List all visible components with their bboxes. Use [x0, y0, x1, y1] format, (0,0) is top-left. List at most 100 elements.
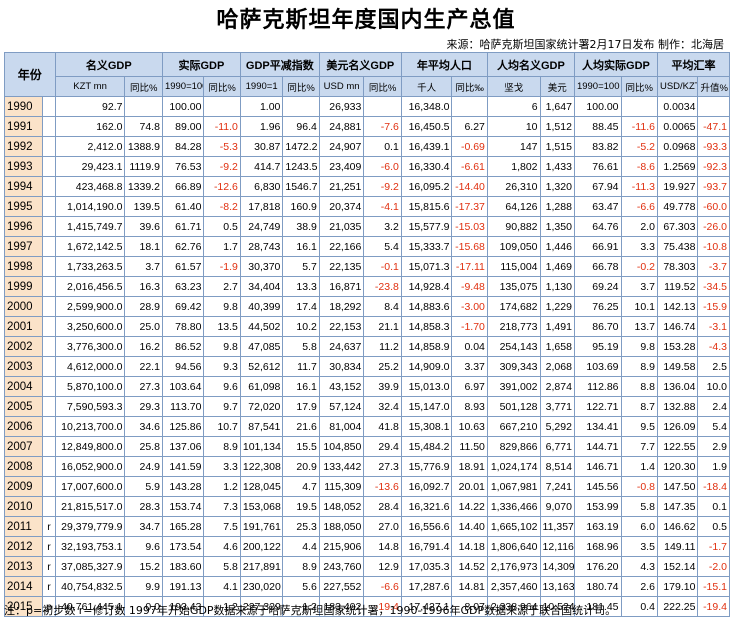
value-cell: 1,288 — [539, 196, 575, 217]
value-cell: 14.40 — [451, 516, 488, 537]
value-cell: 23,409 — [318, 156, 365, 177]
value-cell: 62.76 — [161, 236, 205, 257]
value-cell: 5,292 — [539, 416, 575, 437]
value-cell: 25.0 — [124, 316, 163, 337]
value-cell: 30.87 — [239, 136, 284, 157]
value-cell: -6.61 — [451, 156, 488, 177]
value-cell: 1,806,640 — [486, 536, 541, 557]
value-cell: 88.45 — [573, 116, 622, 137]
value-cell: 21,815,517.0 — [54, 496, 126, 517]
value-cell: 1,024,174 — [486, 456, 541, 477]
value-cell: 173.54 — [161, 536, 205, 557]
value-cell: -4.1 — [363, 196, 402, 217]
group-header: GDP平减指数 — [239, 52, 320, 77]
value-cell: 7.3 — [203, 496, 241, 517]
value-cell: 16,052,900.0 — [54, 456, 126, 477]
value-cell: -92.3 — [697, 156, 730, 177]
value-cell: 76.25 — [573, 296, 622, 317]
value-cell: 8.4 — [363, 296, 402, 317]
value-cell: 139.5 — [124, 196, 163, 217]
value-cell: 5.6 — [282, 576, 320, 597]
value-cell: 2,412.0 — [54, 136, 126, 157]
value-cell: 200,122 — [239, 536, 284, 557]
value-cell: -23.8 — [363, 276, 402, 297]
value-cell: 1472.2 — [282, 136, 320, 157]
value-cell: -8.2 — [203, 196, 241, 217]
value-cell: 27.3 — [124, 376, 163, 397]
value-cell: 0.5 — [697, 516, 730, 537]
value-cell: 15.5 — [282, 436, 320, 457]
value-cell: 76.53 — [161, 156, 205, 177]
table-row: 1993 29,423.1 1119.9 76.53 -9.2 414.7 1243.5 23… — [3, 156, 730, 177]
value-cell: 144.71 — [573, 436, 622, 457]
value-cell: 2,016,456.5 — [54, 276, 126, 297]
value-cell: 20.9 — [282, 456, 320, 477]
value-cell: 125.86 — [161, 416, 205, 437]
value-cell: 28,743 — [239, 236, 284, 257]
value-cell: 3.7 — [620, 276, 658, 297]
value-cell: 17,427.1 — [400, 596, 453, 617]
value-cell: -3.7 — [697, 256, 730, 277]
value-cell: 8.9 — [203, 436, 241, 457]
value-cell: 1.9 — [697, 456, 730, 477]
revision-flag — [42, 96, 56, 117]
value-cell: 183.60 — [161, 556, 205, 577]
revision-flag — [42, 336, 56, 357]
revision-flag — [42, 496, 56, 517]
value-cell: 5.9 — [124, 476, 163, 497]
value-cell: 7,590,593.3 — [54, 396, 126, 417]
value-cell: 4,612,000.0 — [54, 356, 126, 377]
value-cell: 8.7 — [620, 396, 658, 417]
group-header: 实际GDP — [161, 52, 241, 77]
value-cell: -18.4 — [697, 476, 730, 497]
value-cell: 19.927 — [656, 176, 699, 197]
unit-header: 同比% — [620, 76, 658, 97]
table-row: 1999 2,016,456.5 16.3 63.23 2.7 34,404 13.3 16,… — [3, 276, 730, 297]
value-cell: 8.9 — [282, 556, 320, 577]
value-cell: 15,013.0 — [400, 376, 453, 397]
revision-flag — [42, 416, 56, 437]
value-cell: 829,866 — [486, 436, 541, 457]
value-cell: 176.20 — [573, 556, 622, 577]
gdp-table: 年份 名义GDP 实际GDP GDP平减指数 美元名义GDP 年平均人口 人均名… — [3, 52, 731, 617]
value-cell: 16,439.1 — [400, 136, 453, 157]
value-cell: 14,909.0 — [400, 356, 453, 377]
value-cell: 100.00 — [573, 96, 622, 117]
value-cell: 162.0 — [54, 116, 126, 137]
revision-flag — [42, 216, 56, 237]
value-cell: 95.19 — [573, 336, 622, 357]
unit-header: USD/KZT — [656, 76, 699, 97]
year-cell: 1998 — [3, 256, 44, 277]
value-cell — [363, 96, 402, 117]
year-cell: 1990 — [3, 96, 44, 117]
value-cell: 1,415,749.7 — [54, 216, 126, 237]
value-cell: 6 — [486, 96, 541, 117]
value-cell: 17,035.3 — [400, 556, 453, 577]
value-cell: -34.5 — [697, 276, 730, 297]
value-cell: -3.00 — [451, 296, 488, 317]
value-cell: 11.2 — [363, 336, 402, 357]
revision-flag — [42, 396, 56, 417]
value-cell: 230,020 — [239, 576, 284, 597]
value-cell: 17,818 — [239, 196, 284, 217]
group-header: 平均汇率 — [656, 52, 731, 77]
value-cell: 15.2 — [124, 556, 163, 577]
unit-header: 坚戈 — [486, 76, 541, 97]
value-cell: 14.81 — [451, 576, 488, 597]
value-cell: 142.13 — [656, 296, 699, 317]
value-cell: 8.8 — [620, 376, 658, 397]
unit-header: 同比% — [203, 76, 241, 97]
year-cell: 2013 — [3, 556, 44, 577]
year-cell: 2007 — [3, 436, 44, 457]
value-cell: 10.1 — [620, 296, 658, 317]
value-cell: 14,858.3 — [400, 316, 453, 337]
value-cell: 3.2 — [363, 216, 402, 237]
year-cell: 1999 — [3, 276, 44, 297]
value-cell: 28.4 — [363, 496, 402, 517]
revision-flag — [42, 156, 56, 177]
value-cell: 18.91 — [451, 456, 488, 477]
value-cell: -0.2 — [620, 256, 658, 277]
value-cell: -3.1 — [697, 316, 730, 337]
value-cell: 1,469 — [539, 256, 575, 277]
year-cell: 1991 — [3, 116, 44, 137]
